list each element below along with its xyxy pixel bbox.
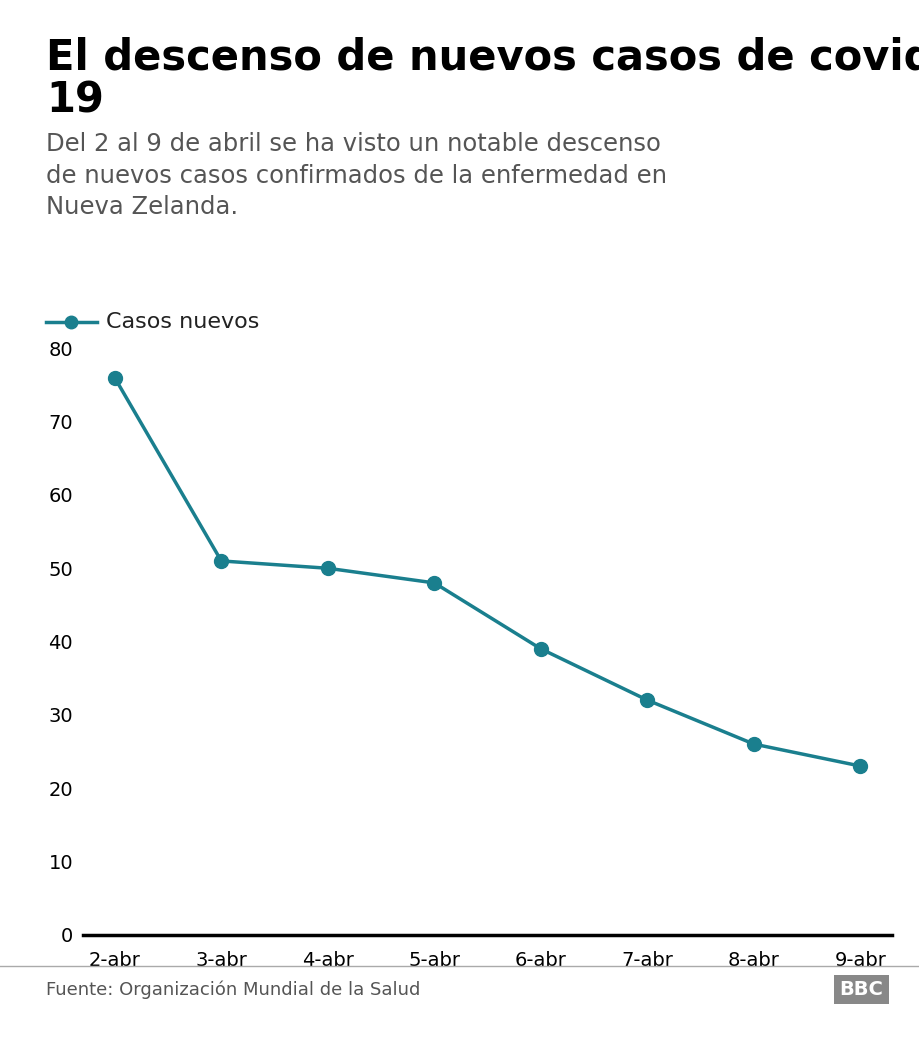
Text: Casos nuevos: Casos nuevos (106, 313, 259, 332)
Text: El descenso de nuevos casos de covid-: El descenso de nuevos casos de covid- (46, 37, 919, 79)
Text: 19: 19 (46, 79, 104, 121)
Text: BBC: BBC (838, 980, 882, 999)
Text: Del 2 al 9 de abril se ha visto un notable descenso
de nuevos casos confirmados : Del 2 al 9 de abril se ha visto un notab… (46, 132, 666, 220)
Text: Fuente: Organización Mundial de la Salud: Fuente: Organización Mundial de la Salud (46, 980, 420, 999)
